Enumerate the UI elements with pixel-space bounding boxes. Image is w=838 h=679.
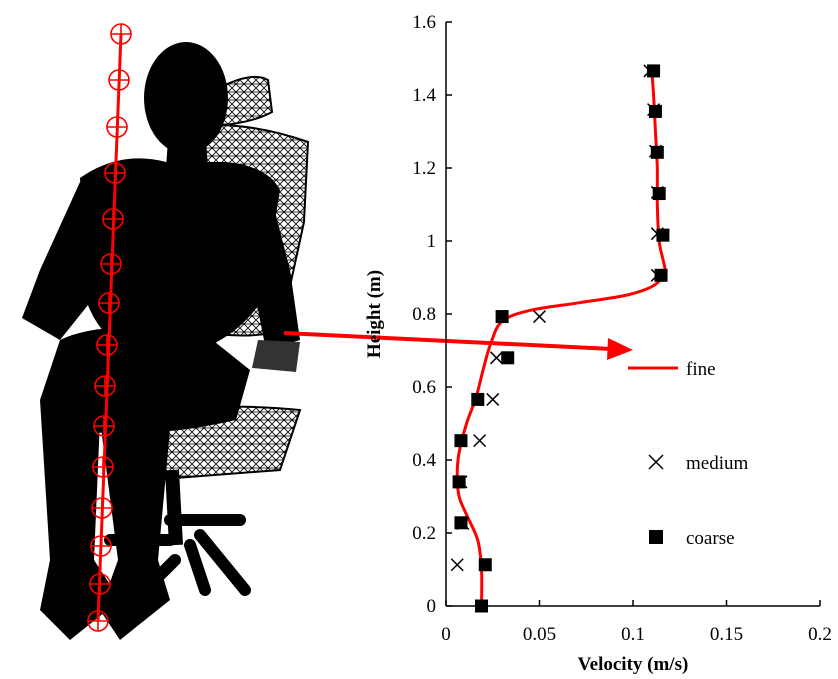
y-tick-label: 1.2 — [412, 158, 436, 179]
legend-swatch-medium — [648, 454, 664, 470]
legend-item-medium: medium — [648, 453, 748, 474]
x-axis-title: Velocity (m/s) — [578, 654, 689, 675]
point-coarse — [656, 228, 670, 242]
legend-item-fine: fine — [628, 359, 716, 380]
legend: fine medium coarse — [628, 359, 748, 549]
point-medium — [532, 310, 547, 324]
point-coarse — [647, 64, 661, 78]
point-coarse — [648, 104, 662, 118]
x-tick-label: 0.15 — [710, 624, 743, 645]
legend-label-coarse: coarse — [686, 528, 735, 549]
x-tick-label: 0.1 — [621, 624, 645, 645]
legend-label-medium: medium — [686, 453, 748, 474]
x-tick-label: 0.2 — [808, 624, 832, 645]
y-tick-label: 0.6 — [412, 377, 436, 398]
point-coarse — [501, 351, 515, 365]
point-coarse — [452, 475, 466, 489]
y-tick-label: 1.6 — [412, 12, 436, 33]
series-coarse — [452, 64, 670, 613]
x-tick-label: 0.05 — [523, 624, 556, 645]
point-coarse — [650, 145, 664, 159]
y-tick-label: 0 — [427, 596, 437, 617]
manikin-lower-legs — [40, 400, 170, 640]
chair-stem — [165, 469, 183, 546]
y-tick-label: 0.4 — [412, 450, 436, 471]
y-ticks: 0 0.2 0.4 0.6 0.8 1 1.2 1.4 1.6 — [412, 12, 452, 617]
manikin-arm-right — [250, 192, 300, 350]
x-ticks: 0 0.05 0.1 0.15 0.2 — [441, 600, 832, 645]
connector-arrow — [283, 331, 633, 360]
y-tick-label: 0.2 — [412, 523, 436, 544]
legend-label-fine: fine — [686, 359, 716, 380]
y-tick-label: 1 — [427, 231, 437, 252]
series-layer — [450, 64, 670, 613]
manikin-arm-left — [22, 182, 110, 340]
manikin-head — [144, 42, 228, 154]
point-medium — [473, 434, 487, 448]
point-coarse — [471, 392, 485, 406]
series-line-fine — [455, 69, 667, 607]
manikin-armrest — [252, 340, 300, 372]
manikin-neck — [166, 140, 208, 168]
point-coarse — [454, 516, 468, 530]
y-tick-label: 0.8 — [412, 304, 436, 325]
legend-item-coarse: coarse — [649, 528, 735, 549]
point-coarse — [454, 434, 468, 448]
probe-markers — [87, 23, 132, 632]
point-medium — [486, 392, 500, 406]
series-medium — [450, 64, 664, 613]
y-tick-label: 1.4 — [412, 85, 436, 106]
y-axis-title: Height (m) — [364, 270, 385, 358]
point-medium — [489, 351, 504, 365]
point-medium — [450, 558, 464, 572]
manikin-thighs — [40, 326, 250, 434]
manikin-torso — [80, 158, 280, 360]
point-coarse — [478, 558, 492, 572]
point-coarse — [652, 187, 666, 201]
velocity-profile-chart: 00.20.40.60.811.21.41.6 0 0.05 0.1 0.15 0.2 … — [364, 12, 832, 675]
point-coarse — [495, 310, 509, 324]
x-tick-label: 0 — [441, 624, 451, 645]
manikin-chair-illustration — [22, 23, 310, 640]
legend-swatch-coarse — [649, 530, 663, 544]
series-fine — [455, 69, 667, 607]
point-coarse — [475, 599, 489, 613]
point-coarse — [654, 268, 668, 282]
